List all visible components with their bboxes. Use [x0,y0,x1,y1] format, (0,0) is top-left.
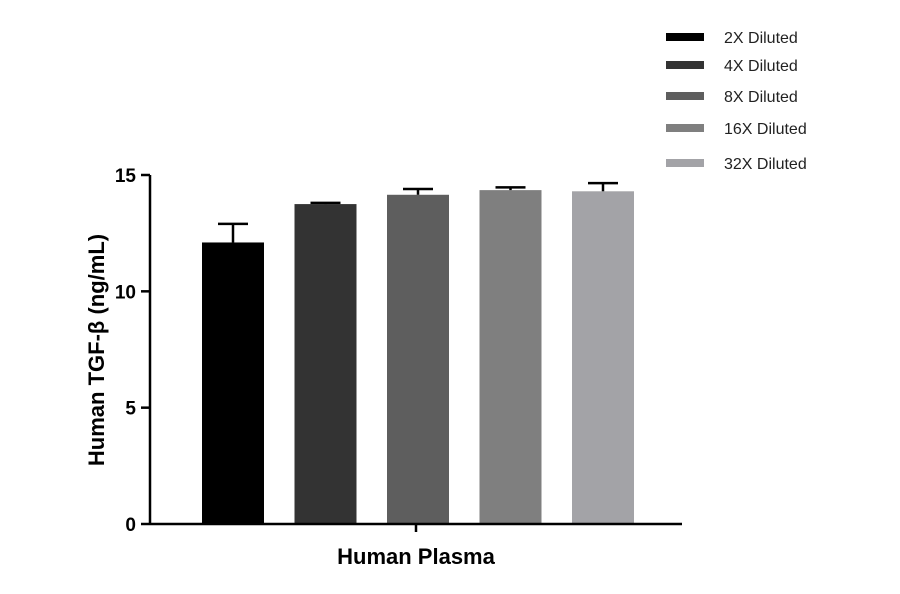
legend-swatch [666,33,704,41]
y-tick-label: 0 [125,515,136,536]
y-tick-label: 5 [125,399,136,420]
legend-label: 2X Diluted [724,30,798,47]
y-axis-label: Human TGF-β (ng/mL) [84,234,109,466]
legend-label: 4X Diluted [724,58,798,75]
y-tick-label: 15 [115,166,137,187]
legend-label: 8X Diluted [724,89,798,106]
bar [387,194,449,524]
legend: 2X Diluted 4X Diluted 8X Diluted 16X Dilute… [666,30,807,173]
legend-label: 16X Diluted [724,121,807,138]
error-bars-group [218,181,618,243]
bar [572,191,634,524]
y-tick-label: 10 [115,282,136,303]
legend-label: 32X Diluted [724,156,807,173]
bar [294,204,357,525]
bar [479,190,542,524]
legend-swatch [666,124,704,132]
legend-swatch [666,159,704,167]
y-ticks-group: 0 5 10 15 [115,166,150,536]
legend-swatch [666,61,704,69]
legend-swatch [666,92,704,100]
bar [202,242,264,524]
bars-group [202,190,634,525]
x-axis-label: Human Plasma [337,544,495,569]
